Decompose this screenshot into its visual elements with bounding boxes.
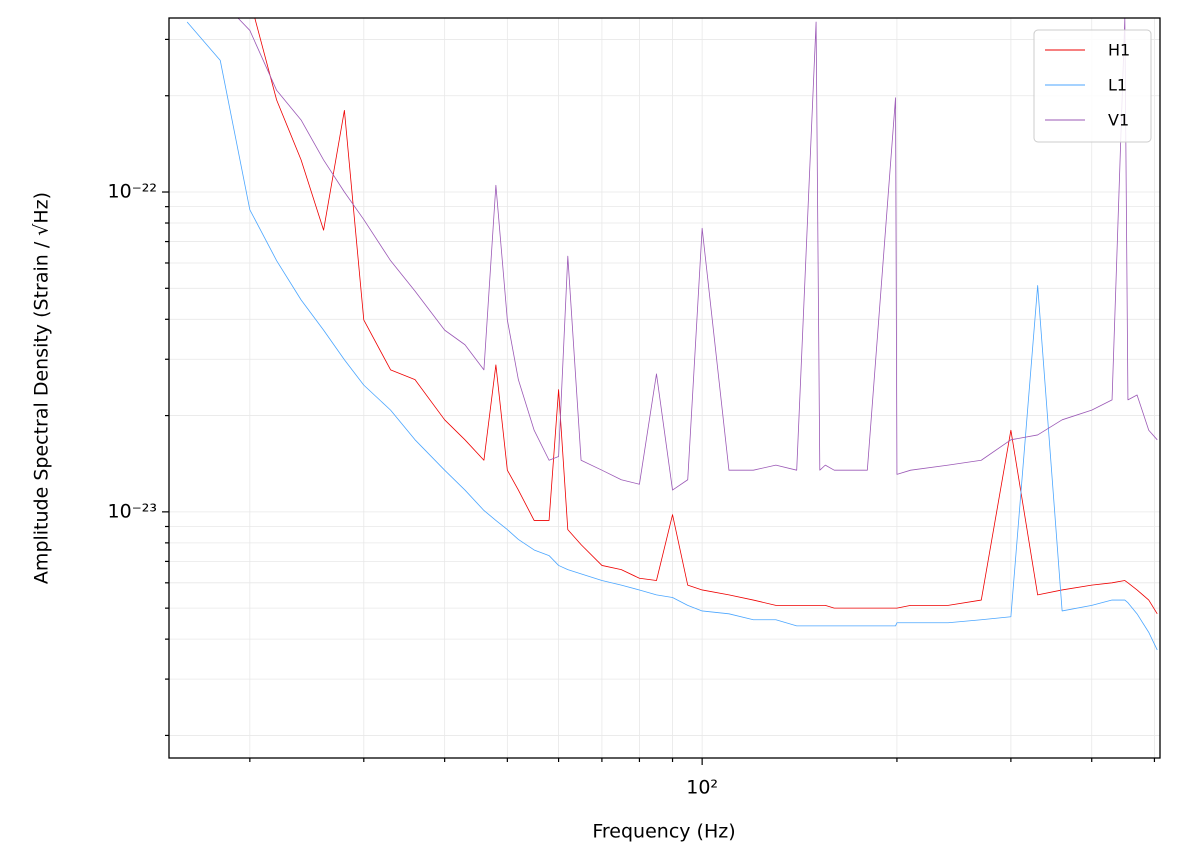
y-tick-label: 10⁻²³ (108, 500, 157, 522)
plot-frame (168, 17, 1161, 759)
ticks: 10² 10⁻²³ 10⁻²² (108, 38, 1156, 799)
legend-box (1033, 29, 1152, 143)
series-line (254, 18, 1158, 615)
legend-label: H1 (1108, 41, 1130, 60)
legend-label: V1 (1108, 111, 1129, 130)
x-axis-label: Frequency (Hz) (592, 821, 735, 843)
plot-lines (186, 18, 1158, 651)
legend-label: L1 (1108, 76, 1127, 95)
series-line (186, 21, 1158, 651)
x-tick-label: 10² (686, 777, 718, 799)
y-axis-label: Amplitude Spectral Density (Strain / √Hz… (31, 192, 53, 584)
legend: H1 L1 V1 (1033, 29, 1152, 143)
y-tick-label: 10⁻²² (108, 181, 157, 203)
series-line (237, 18, 1158, 491)
